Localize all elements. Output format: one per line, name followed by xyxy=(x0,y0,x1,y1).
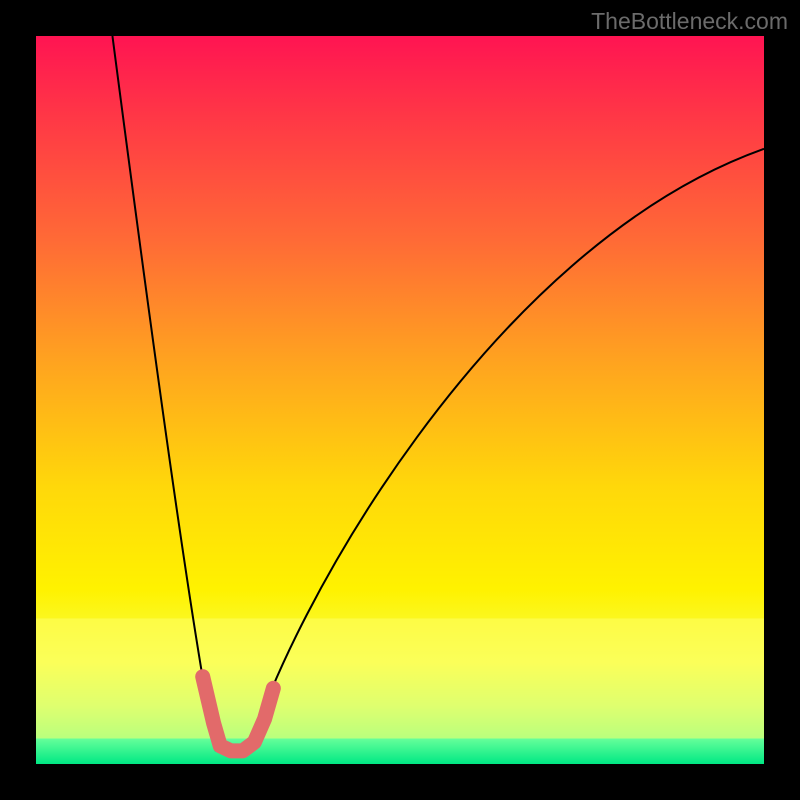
bottleneck-curve xyxy=(36,36,764,764)
chart-frame: TheBottleneck.com xyxy=(0,0,800,800)
watermark-text: TheBottleneck.com xyxy=(591,8,788,35)
plot-area xyxy=(36,36,764,764)
